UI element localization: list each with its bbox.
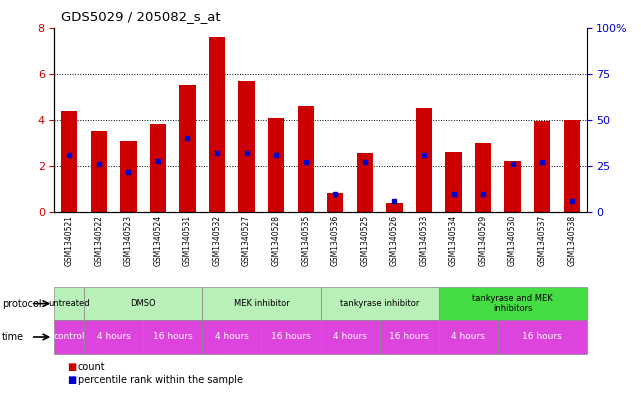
Bar xyxy=(61,111,78,212)
Text: DMSO: DMSO xyxy=(130,299,156,308)
Text: percentile rank within the sample: percentile rank within the sample xyxy=(78,375,242,386)
Text: GDS5029 / 205082_s_at: GDS5029 / 205082_s_at xyxy=(61,10,221,23)
Bar xyxy=(416,108,432,212)
Text: 4 hours: 4 hours xyxy=(333,332,367,342)
Bar xyxy=(297,106,314,212)
Text: untreated: untreated xyxy=(49,299,90,308)
Bar xyxy=(475,143,491,212)
Text: protocol: protocol xyxy=(2,299,42,309)
Bar xyxy=(563,120,580,212)
Text: count: count xyxy=(78,362,105,373)
Bar xyxy=(150,125,166,212)
Text: ■: ■ xyxy=(67,375,76,386)
Bar xyxy=(238,81,254,212)
Bar xyxy=(387,203,403,212)
Text: control: control xyxy=(53,332,85,342)
Text: 16 hours: 16 hours xyxy=(153,332,192,342)
Bar xyxy=(268,118,285,212)
Bar xyxy=(90,131,107,212)
Text: 4 hours: 4 hours xyxy=(451,332,485,342)
Bar xyxy=(356,153,373,212)
Bar xyxy=(179,85,196,212)
Bar xyxy=(534,121,551,212)
Bar xyxy=(209,37,225,212)
Text: 16 hours: 16 hours xyxy=(271,332,311,342)
Bar xyxy=(121,141,137,212)
Text: tankyrase and MEK
inhibitors: tankyrase and MEK inhibitors xyxy=(472,294,553,313)
Text: 16 hours: 16 hours xyxy=(389,332,429,342)
Text: 16 hours: 16 hours xyxy=(522,332,562,342)
Text: tankyrase inhibitor: tankyrase inhibitor xyxy=(340,299,419,308)
Text: 4 hours: 4 hours xyxy=(215,332,249,342)
Bar xyxy=(445,152,462,212)
Text: ■: ■ xyxy=(67,362,76,373)
Text: MEK inhibitor: MEK inhibitor xyxy=(233,299,289,308)
Text: time: time xyxy=(2,332,24,342)
Bar xyxy=(504,162,520,212)
Text: 4 hours: 4 hours xyxy=(97,332,131,342)
Bar xyxy=(327,193,344,212)
